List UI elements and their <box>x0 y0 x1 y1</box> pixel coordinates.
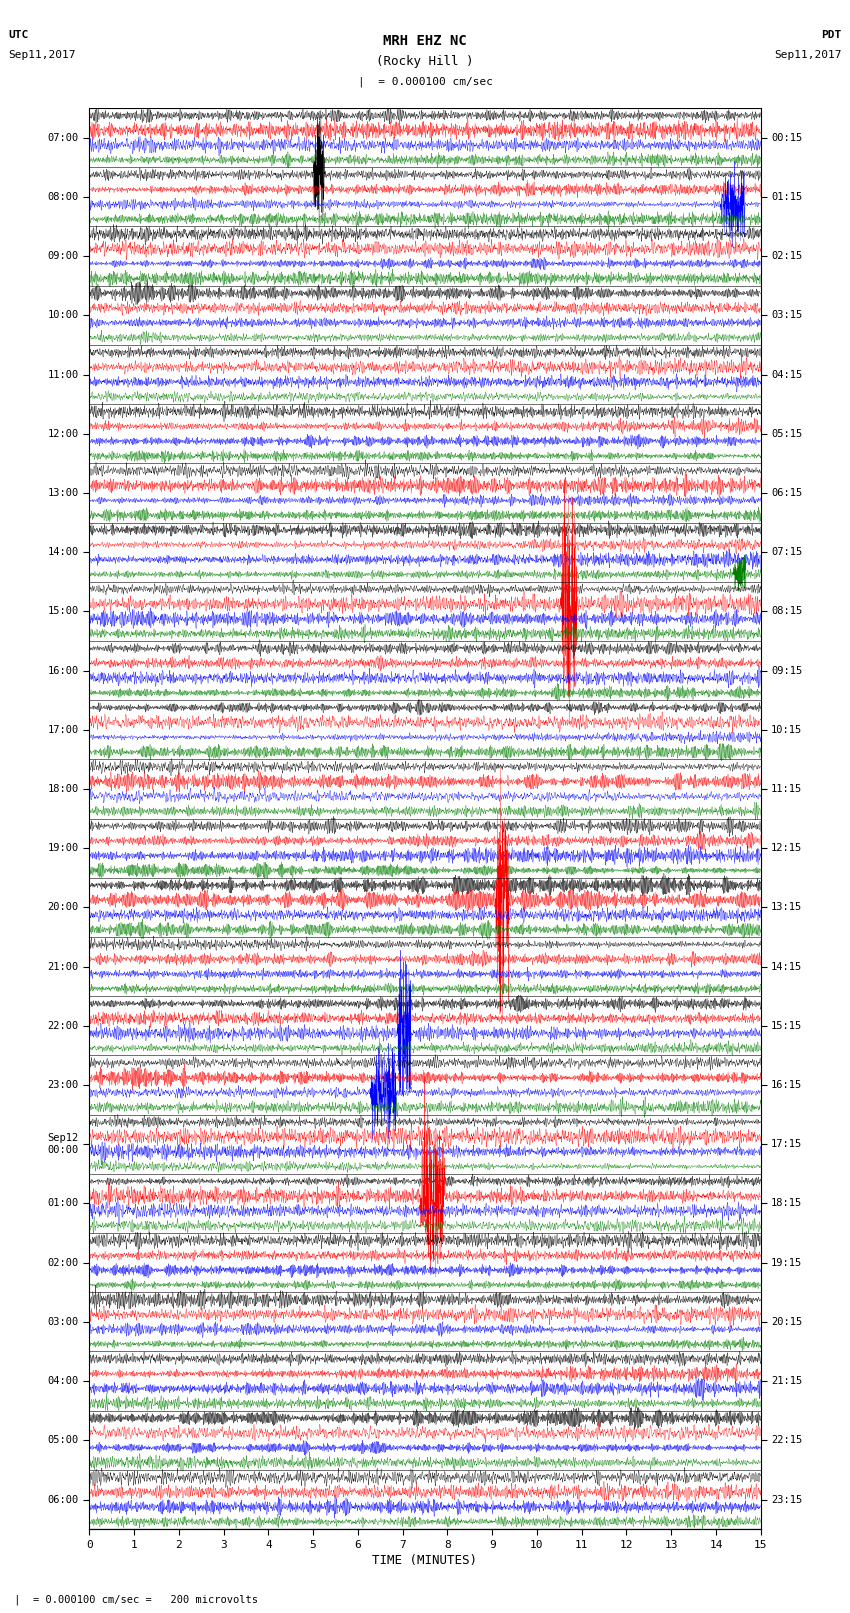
Text: MRH EHZ NC: MRH EHZ NC <box>383 34 467 48</box>
Text: Sep11,2017: Sep11,2017 <box>8 50 76 60</box>
Text: PDT: PDT <box>821 31 842 40</box>
Text: |  = 0.000100 cm/sec: | = 0.000100 cm/sec <box>358 76 492 87</box>
Text: (Rocky Hill ): (Rocky Hill ) <box>377 55 473 68</box>
Text: UTC: UTC <box>8 31 29 40</box>
Text: |  = 0.000100 cm/sec =   200 microvolts: | = 0.000100 cm/sec = 200 microvolts <box>8 1594 258 1605</box>
X-axis label: TIME (MINUTES): TIME (MINUTES) <box>372 1553 478 1566</box>
Text: Sep11,2017: Sep11,2017 <box>774 50 842 60</box>
